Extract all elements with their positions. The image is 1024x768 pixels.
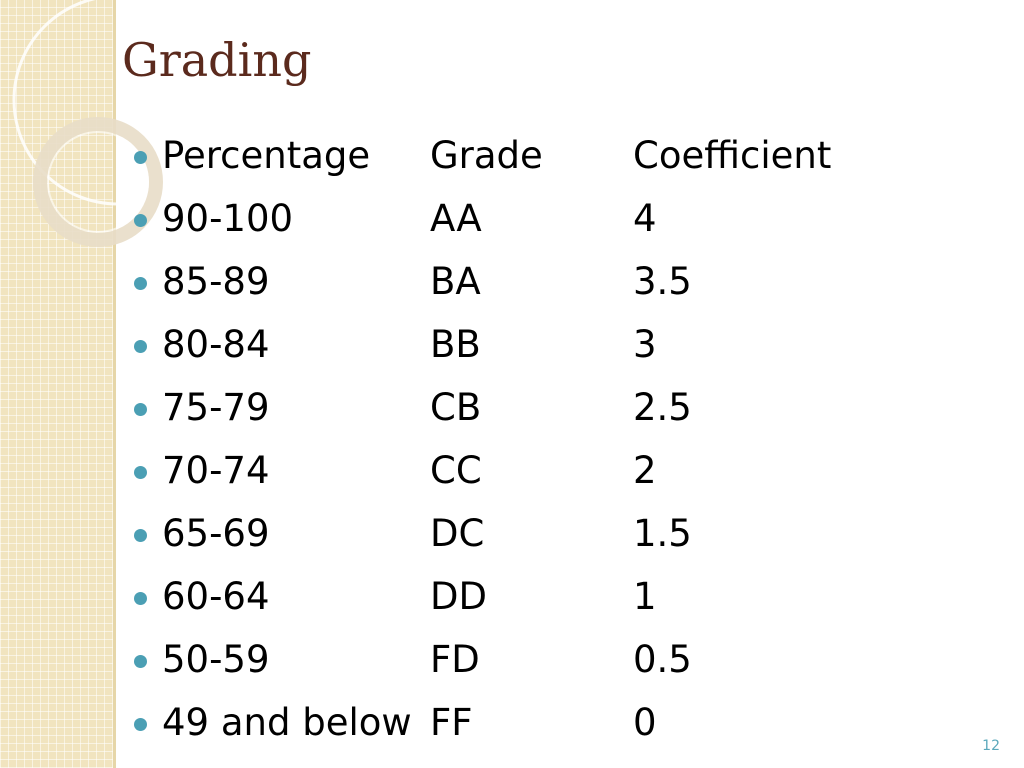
- bullet-icon: [134, 340, 147, 353]
- percentage-cell: 49 and below: [162, 701, 412, 744]
- coefficient-cell: 2.5: [633, 386, 692, 429]
- grade-cell: AA: [430, 197, 482, 240]
- percentage-cell: 85-89: [162, 260, 270, 303]
- decorative-circle-large: [12, 0, 224, 206]
- percentage-cell: 60-64: [162, 575, 270, 618]
- side-band-edge: [113, 0, 116, 768]
- grade-cell: CC: [430, 449, 482, 492]
- percentage-cell: 65-69: [162, 512, 270, 555]
- coefficient-cell: 2: [633, 449, 657, 492]
- percentage-cell: 50-59: [162, 638, 270, 681]
- table-row: 49 and below FF 0: [130, 691, 831, 754]
- grade-cell: BB: [430, 323, 481, 366]
- table-row: 90-100 AA 4: [130, 187, 831, 250]
- bullet-icon: [134, 214, 147, 227]
- table-row: 60-64 DD 1: [130, 565, 831, 628]
- bullet-icon: [134, 151, 147, 164]
- table-row: 70-74 CC 2: [130, 439, 831, 502]
- grade-cell: DD: [430, 575, 487, 618]
- bullet-icon: [134, 655, 147, 668]
- decorative-circle-ring: [33, 117, 163, 247]
- percentage-cell: 75-79: [162, 386, 270, 429]
- coefficient-cell: 1: [633, 575, 657, 618]
- coefficient-cell: 4: [633, 197, 657, 240]
- bullet-icon: [134, 718, 147, 731]
- grade-cell: DC: [430, 512, 485, 555]
- coefficient-cell: 3.5: [633, 260, 692, 303]
- grade-cell: FF: [430, 701, 473, 744]
- percentage-cell: 80-84: [162, 323, 270, 366]
- coefficient-cell: 1.5: [633, 512, 692, 555]
- table-row: 75-79 CB 2.5: [130, 376, 831, 439]
- slide-title: Grading: [122, 33, 312, 87]
- percentage-cell: 70-74: [162, 449, 270, 492]
- grade-cell: CB: [430, 386, 482, 429]
- percentage-cell: 90-100: [162, 197, 294, 240]
- header-percentage: Percentage: [162, 134, 371, 177]
- table-header-row: Percentage Grade Coefficient: [130, 124, 831, 187]
- grade-cell: FD: [430, 638, 480, 681]
- bullet-icon: [134, 592, 147, 605]
- table-row: 65-69 DC 1.5: [130, 502, 831, 565]
- bullet-icon: [134, 466, 147, 479]
- bullet-icon: [134, 529, 147, 542]
- decorative-circles: [12, 0, 224, 247]
- grading-table: Percentage Grade Coefficient 90-100 AA 4…: [130, 124, 831, 754]
- grade-cell: BA: [430, 260, 481, 303]
- page-number: 12: [982, 738, 1000, 754]
- header-grade: Grade: [430, 134, 543, 177]
- decorative-circle-ring-inner: [47, 131, 149, 233]
- table-row: 85-89 BA 3.5: [130, 250, 831, 313]
- coefficient-cell: 3: [633, 323, 657, 366]
- header-coefficient: Coefficient: [633, 134, 832, 177]
- coefficient-cell: 0: [633, 701, 657, 744]
- bullet-icon: [134, 277, 147, 290]
- coefficient-cell: 0.5: [633, 638, 692, 681]
- table-row: 50-59 FD 0.5: [130, 628, 831, 691]
- table-row: 80-84 BB 3: [130, 313, 831, 376]
- bullet-icon: [134, 403, 147, 416]
